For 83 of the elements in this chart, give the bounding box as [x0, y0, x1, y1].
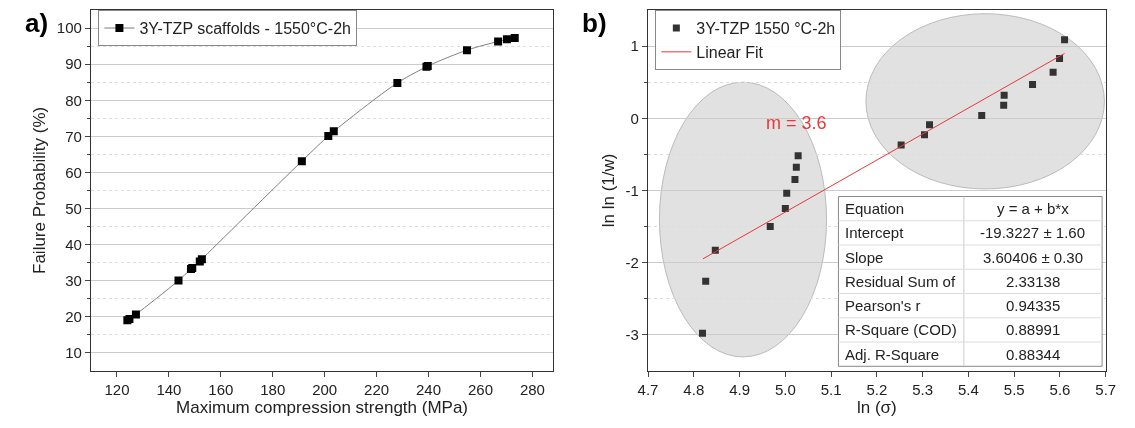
point: [324, 131, 333, 140]
annotation: Adj. R-Square: [845, 346, 940, 363]
annotation: 0.94335: [1006, 297, 1061, 314]
y-tick-label: -3: [625, 325, 639, 343]
annotation: 0.88344: [1006, 346, 1061, 363]
x-tick-label: 5.1: [820, 380, 842, 398]
point: [698, 329, 706, 337]
x-tick-label: 5.2: [866, 380, 888, 398]
legend-label: Linear Fit: [696, 44, 764, 62]
annotation: Intercept: [845, 224, 905, 241]
point: [510, 33, 519, 42]
x-tick-label: 5.7: [1095, 380, 1117, 398]
y-tick-label: 80: [65, 91, 82, 109]
x-tick-label: 5.4: [958, 380, 979, 398]
annotation: R-Square (COD): [845, 321, 957, 338]
y-axis-title: Failure Probability (%): [30, 106, 50, 274]
y-axis-title: ln ln (1/w): [599, 153, 619, 228]
y-tick-label: 20: [65, 307, 82, 325]
point: [494, 37, 503, 46]
point: [978, 111, 986, 119]
y-tick-label: -2: [625, 253, 639, 271]
point: [792, 163, 800, 171]
point: [1029, 80, 1037, 88]
point: [297, 157, 306, 166]
y-tick-label: 90: [65, 55, 82, 73]
point: [783, 189, 791, 197]
x-tick-label: 4.8: [683, 380, 705, 398]
x-tick-label: 5.5: [1003, 380, 1025, 398]
annotation: m = 3.6: [766, 113, 827, 133]
x-axis-title: ln (σ): [857, 398, 897, 418]
y-tick-label: 30: [65, 271, 82, 289]
x-tick-label: 160: [208, 380, 234, 398]
y-tick-label: 50: [65, 199, 82, 217]
y-tick-label: 1: [630, 37, 639, 55]
x-tick-label: 260: [467, 380, 493, 398]
annotation: 3.60406 ± 0.30: [983, 249, 1083, 266]
annotation: 0.88991: [1006, 321, 1061, 338]
annotation: y = a + b*x: [997, 200, 1070, 217]
annotation: -19.3227 ± 1.60: [980, 224, 1085, 241]
chart-title: b): [582, 8, 607, 38]
annotation: 2.33138: [1006, 273, 1061, 290]
annotation: Slope: [845, 249, 884, 266]
x-tick-label: 5.3: [912, 380, 934, 398]
chart-title: a): [25, 8, 49, 38]
x-tick-label: 280: [519, 380, 545, 398]
point: [791, 176, 799, 184]
legend-label: 3Y-TZP scaffolds - 1550°C-2h: [139, 20, 351, 38]
point: [794, 152, 802, 160]
x-tick-label: 5.0: [774, 380, 796, 398]
x-tick-label: 4.9: [729, 380, 750, 398]
y-tick-label: 60: [65, 163, 82, 181]
point: [1061, 36, 1069, 44]
x-tick-label: 4.7: [637, 380, 659, 398]
x-tick-label: 120: [104, 380, 130, 398]
x-axis-title: Maximum compression strength (MPa): [176, 398, 469, 418]
point: [462, 46, 471, 55]
point: [702, 277, 710, 285]
point: [174, 276, 183, 285]
point: [131, 310, 140, 319]
annotation: Residual Sum of: [845, 273, 956, 290]
point: [926, 121, 934, 129]
point: [1000, 91, 1008, 99]
point: [1000, 101, 1008, 109]
y-tick-label: -1: [625, 181, 639, 199]
x-tick-label: 5.6: [1049, 380, 1071, 398]
x-tick-label: 140: [156, 380, 182, 398]
point: [393, 78, 402, 87]
y-tick-label: 40: [65, 235, 82, 253]
point: [502, 35, 511, 44]
point: [766, 222, 774, 230]
x-tick-label: 220: [364, 380, 390, 398]
annotation: Equation: [845, 200, 905, 217]
x-tick-label: 180: [260, 380, 286, 398]
point: [1049, 68, 1057, 76]
y-tick-label: 10: [65, 343, 82, 361]
annotation: Pearson's r: [845, 297, 921, 314]
y-tick-label: 70: [65, 127, 82, 145]
x-tick-label: 200: [312, 380, 338, 398]
y-tick-label: 100: [56, 19, 82, 37]
legend-label: 3Y-TZP 1550 °C-2h: [696, 20, 836, 38]
point: [329, 127, 338, 136]
y-tick-label: 0: [630, 109, 639, 127]
x-tick-label: 240: [416, 380, 442, 398]
